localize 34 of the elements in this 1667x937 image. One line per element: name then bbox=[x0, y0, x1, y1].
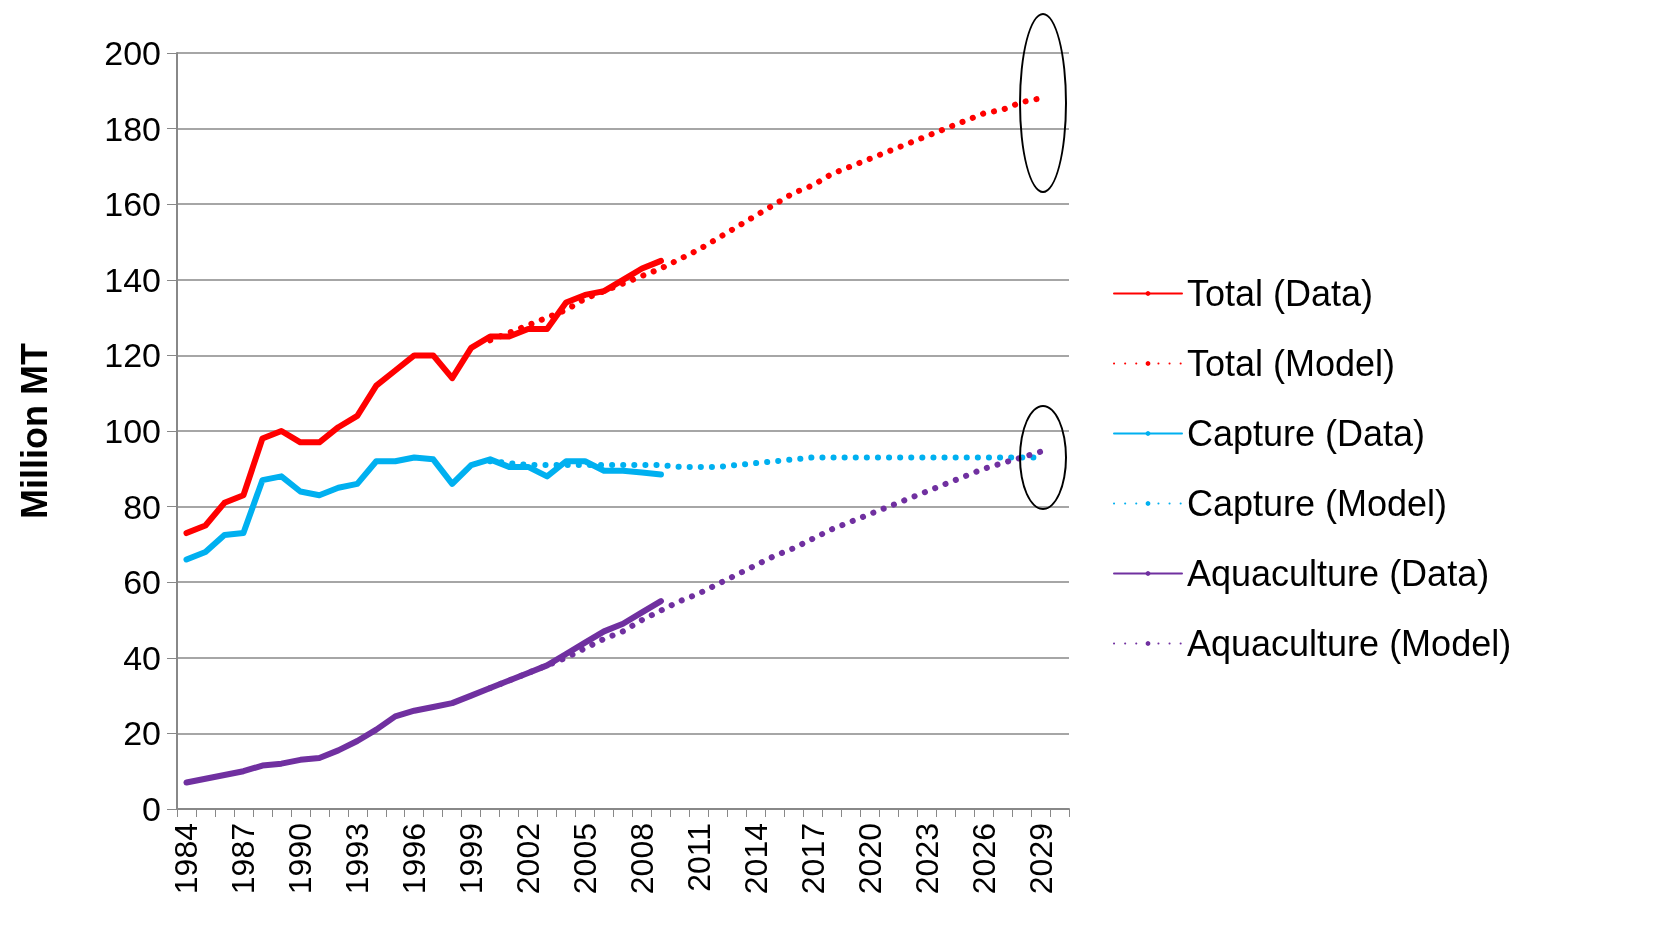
y-tick-label: 60 bbox=[123, 563, 161, 602]
x-tick-label: 2026 bbox=[965, 823, 1002, 895]
x-tick-label: 1987 bbox=[225, 823, 262, 895]
legend-label: Aquaculture (Model) bbox=[1187, 623, 1512, 664]
y-tick-label: 200 bbox=[104, 34, 161, 72]
y-tick-label: 100 bbox=[104, 412, 161, 450]
x-tick-label: 2002 bbox=[510, 823, 547, 895]
x-tick-label: 2017 bbox=[794, 823, 831, 895]
x-tick-label: 1990 bbox=[282, 823, 319, 895]
x-tick-label: 1993 bbox=[339, 823, 376, 895]
y-tick-label: 0 bbox=[142, 790, 161, 828]
legend-label: Capture (Model) bbox=[1187, 483, 1448, 524]
x-tick-label: 2008 bbox=[623, 823, 660, 895]
x-tick-label: 2005 bbox=[567, 823, 604, 895]
x-tick-label: 2014 bbox=[737, 823, 774, 895]
x-tick-label: 2023 bbox=[908, 823, 945, 895]
y-tick-label: 120 bbox=[104, 336, 161, 375]
legend-label: Capture (Data) bbox=[1187, 413, 1426, 454]
x-tick-label: 1984 bbox=[168, 823, 205, 895]
x-tick-label: 2011 bbox=[680, 823, 717, 892]
y-tick-label: 160 bbox=[104, 185, 161, 224]
y-tick-label: 140 bbox=[104, 260, 161, 299]
y-tick-label: 80 bbox=[123, 487, 161, 526]
legend-label: Aquaculture (Data) bbox=[1187, 553, 1490, 594]
y-tick-label: 40 bbox=[123, 638, 161, 677]
x-tick-label: 2029 bbox=[1022, 823, 1059, 895]
y-tick-label: 20 bbox=[123, 714, 161, 753]
x-tick-label: 2020 bbox=[851, 823, 888, 895]
y-axis-title: Million MT bbox=[13, 343, 55, 519]
x-tick-label: 1999 bbox=[453, 823, 490, 895]
x-tick-label: 1996 bbox=[396, 823, 433, 895]
legend-label: Total (Data) bbox=[1187, 273, 1374, 314]
legend-label: Total (Model) bbox=[1187, 343, 1396, 384]
y-tick-label: 180 bbox=[104, 109, 161, 148]
